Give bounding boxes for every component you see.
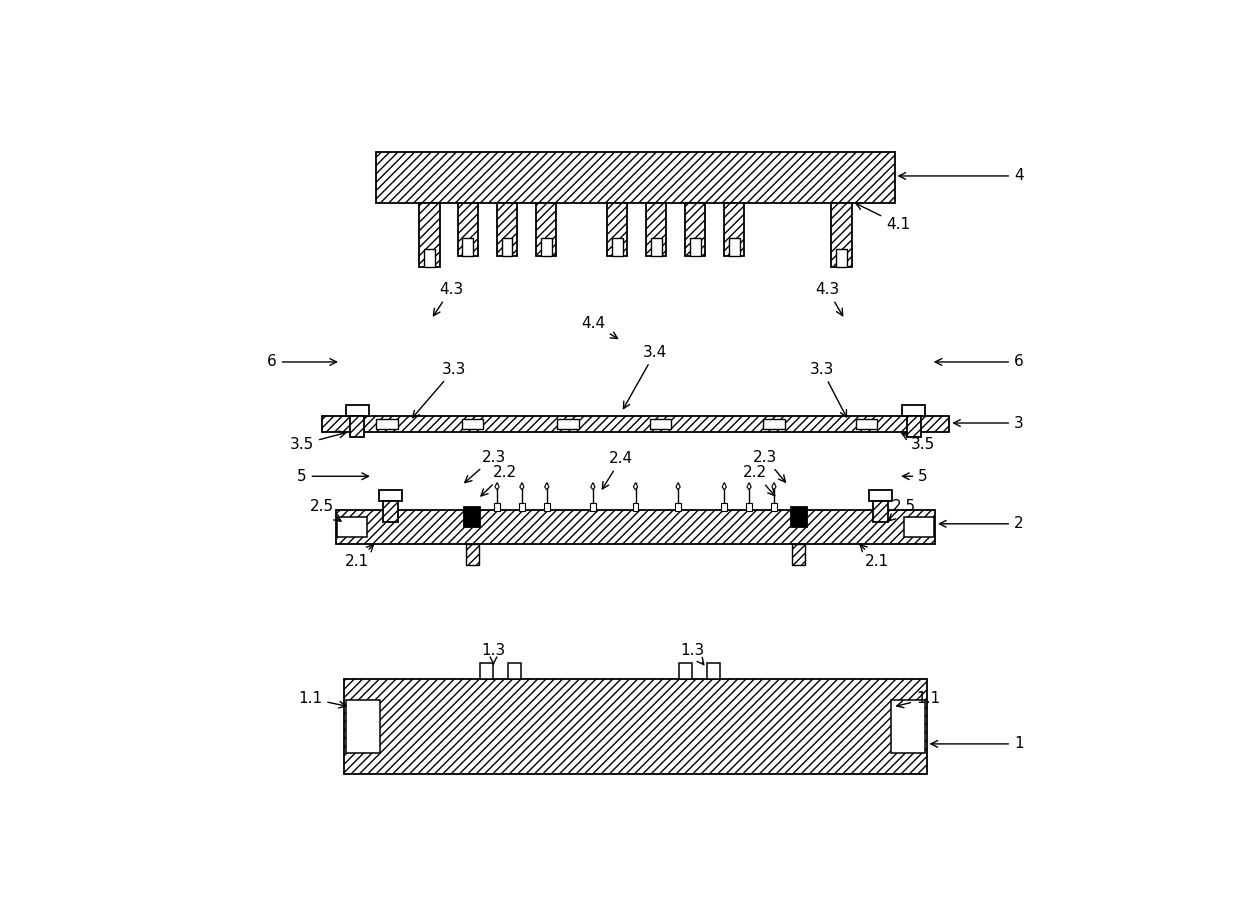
Bar <box>646 203 666 256</box>
Bar <box>676 502 681 511</box>
Text: 3.5: 3.5 <box>901 433 935 452</box>
Bar <box>836 249 847 266</box>
Bar <box>508 663 521 679</box>
Bar <box>650 419 671 429</box>
Text: 6: 6 <box>935 354 1024 370</box>
Polygon shape <box>746 482 751 490</box>
Bar <box>544 502 549 511</box>
Text: 1.1: 1.1 <box>897 691 940 708</box>
Text: 2.5: 2.5 <box>310 500 341 521</box>
Bar <box>686 203 706 256</box>
Bar <box>729 239 739 256</box>
Bar <box>346 700 379 753</box>
Text: 5: 5 <box>298 468 368 484</box>
Bar <box>689 239 701 256</box>
Text: 1.1: 1.1 <box>299 691 346 708</box>
Polygon shape <box>771 482 776 490</box>
Text: 4.4: 4.4 <box>580 316 618 338</box>
Bar <box>558 419 579 429</box>
Text: 4: 4 <box>899 169 1024 183</box>
Bar <box>791 507 806 526</box>
Bar <box>892 700 925 753</box>
Bar <box>337 517 367 537</box>
Bar <box>346 405 368 416</box>
Bar <box>480 663 492 679</box>
Text: 4.3: 4.3 <box>434 282 463 315</box>
Bar <box>903 405 925 416</box>
Bar <box>678 663 692 679</box>
Bar <box>608 203 627 256</box>
Bar <box>458 203 477 256</box>
Bar <box>466 544 479 565</box>
Bar <box>873 501 888 523</box>
Bar <box>463 239 474 256</box>
Polygon shape <box>722 482 727 490</box>
Bar <box>501 239 512 256</box>
Polygon shape <box>544 482 549 490</box>
Polygon shape <box>676 482 681 490</box>
Bar <box>707 663 720 679</box>
Text: 3.4: 3.4 <box>624 345 667 408</box>
Text: 1: 1 <box>931 737 1024 751</box>
Bar <box>350 416 365 437</box>
Bar <box>461 419 482 429</box>
Text: 2.3: 2.3 <box>465 450 506 482</box>
Bar <box>590 502 595 511</box>
Bar <box>792 544 805 565</box>
Bar <box>419 203 440 266</box>
Bar <box>377 152 894 203</box>
Text: 2.1: 2.1 <box>861 545 889 569</box>
Polygon shape <box>520 482 525 490</box>
Bar <box>336 510 935 544</box>
Bar <box>722 502 727 511</box>
Bar <box>632 502 639 511</box>
Text: 3.3: 3.3 <box>810 361 847 417</box>
Text: 2.5: 2.5 <box>889 500 916 521</box>
Text: 2.2: 2.2 <box>481 466 517 496</box>
Text: 4.3: 4.3 <box>815 282 843 315</box>
Bar <box>321 416 950 431</box>
Bar <box>465 507 480 526</box>
Text: 2.2: 2.2 <box>743 466 775 496</box>
Bar <box>724 203 744 256</box>
Bar <box>424 249 435 266</box>
Text: 2: 2 <box>940 516 1024 531</box>
Bar <box>520 502 525 511</box>
Text: 2.3: 2.3 <box>753 450 785 482</box>
Bar <box>831 203 852 266</box>
Bar <box>771 502 776 511</box>
Bar <box>611 239 622 256</box>
Bar <box>345 679 926 774</box>
Text: 5: 5 <box>903 468 928 484</box>
Text: 2.1: 2.1 <box>345 545 373 569</box>
Polygon shape <box>634 482 637 490</box>
Text: 2.4: 2.4 <box>603 451 634 489</box>
Text: 6: 6 <box>267 354 336 370</box>
Polygon shape <box>495 482 500 490</box>
Text: 4.1: 4.1 <box>856 204 910 231</box>
Bar <box>869 490 892 502</box>
Bar <box>383 501 398 523</box>
Text: 1.3: 1.3 <box>481 643 506 664</box>
Bar <box>651 239 662 256</box>
Bar <box>764 419 785 429</box>
Bar <box>377 419 398 429</box>
Text: 3.3: 3.3 <box>413 361 466 418</box>
Text: 3: 3 <box>954 416 1024 431</box>
Bar <box>746 502 751 511</box>
Bar <box>495 502 500 511</box>
Text: 1.3: 1.3 <box>681 643 704 665</box>
Bar <box>856 419 877 429</box>
Bar <box>536 203 556 256</box>
Bar <box>906 416 921 437</box>
Bar <box>904 517 934 537</box>
Bar <box>379 490 402 502</box>
Bar <box>541 239 552 256</box>
Polygon shape <box>590 482 595 490</box>
Text: 3.5: 3.5 <box>290 431 346 452</box>
Bar <box>497 203 517 256</box>
